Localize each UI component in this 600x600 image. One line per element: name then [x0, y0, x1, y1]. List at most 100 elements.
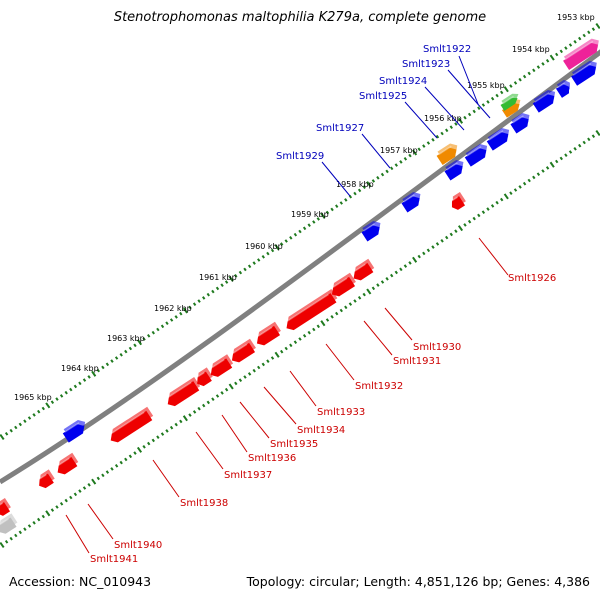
tick-mark	[124, 349, 128, 354]
gene-block[interactable]	[61, 417, 90, 443]
tick-mark	[399, 160, 403, 164]
inner-tick-track	[0, 129, 600, 549]
gene-label-forward[interactable]: Smlt1927	[316, 123, 364, 134]
gene-block[interactable]	[53, 452, 80, 477]
gene-block[interactable]	[192, 367, 214, 388]
tick-mark	[339, 201, 343, 205]
gene-block[interactable]	[447, 191, 467, 212]
tick-mark	[14, 425, 18, 430]
gene-block[interactable]	[400, 189, 425, 213]
tick-mark	[188, 305, 192, 310]
tick-mark	[59, 501, 64, 506]
gene-label-forward[interactable]: Smlt1922	[423, 44, 471, 55]
gene-label-reverse[interactable]: Smlt1932	[355, 381, 403, 392]
gene-label-reverse[interactable]: Smlt1930	[413, 342, 461, 353]
tick-mark	[147, 441, 151, 446]
tick-mark	[518, 185, 522, 189]
tick-mark	[578, 36, 582, 41]
tick-mark	[64, 498, 68, 503]
kbp-label: 1963 kbp	[107, 334, 145, 343]
gene-block[interactable]	[327, 272, 357, 299]
tick-mark	[27, 416, 32, 420]
tick-mark	[23, 419, 27, 424]
gene-block[interactable]	[499, 91, 522, 111]
gene-block[interactable]	[206, 354, 235, 379]
tick-mark	[302, 226, 307, 231]
gene-block[interactable]	[443, 157, 468, 181]
tick-mark	[142, 337, 146, 341]
tick-mark	[431, 245, 435, 249]
gene-label-reverse[interactable]: Smlt1935	[270, 439, 318, 450]
tick-mark	[422, 144, 426, 148]
gene-block[interactable]	[435, 141, 462, 166]
tick-mark	[376, 175, 380, 180]
gene-label-reverse[interactable]: Smlt1940	[114, 540, 162, 551]
gene-block[interactable]	[561, 36, 600, 70]
gene-block[interactable]	[106, 406, 155, 445]
gene-label-reverse[interactable]: Smlt1934	[297, 425, 345, 436]
tick-mark	[394, 270, 398, 275]
gene-label-reverse[interactable]: Smlt1931	[393, 356, 441, 367]
gene-block[interactable]	[34, 469, 56, 490]
gene-label-reverse[interactable]: Smlt1941	[90, 554, 138, 565]
tick-mark	[96, 368, 100, 373]
gene-block[interactable]	[163, 376, 202, 409]
tick-mark	[0, 433, 5, 441]
tick-mark	[228, 275, 234, 282]
tick-mark	[274, 351, 280, 358]
gene-label-reverse[interactable]: Smlt1936	[248, 453, 296, 464]
gene-block[interactable]	[554, 78, 574, 98]
tick-mark	[366, 181, 372, 188]
gene-label-forward[interactable]: Smlt1925	[359, 91, 407, 102]
gene-block[interactable]	[509, 110, 534, 134]
leader-line	[195, 431, 224, 470]
tick-mark	[82, 486, 87, 490]
gene-label-reverse[interactable]: Smlt1933	[317, 407, 365, 418]
tick-mark	[541, 62, 545, 66]
gene-label-reverse[interactable]: Smlt1937	[224, 470, 272, 481]
tick-mark	[284, 239, 288, 243]
tick-mark	[228, 383, 234, 390]
tick-mark	[293, 232, 298, 237]
leader-line	[325, 343, 355, 381]
tick-mark	[105, 470, 110, 474]
tick-mark	[41, 406, 45, 411]
gene-label-reverse[interactable]: Smlt1938	[180, 498, 228, 509]
tick-mark	[559, 156, 563, 161]
tick-mark	[151, 330, 155, 335]
tick-mark	[165, 429, 169, 433]
gene-label-forward[interactable]: Smlt1929	[276, 151, 324, 162]
tick-mark	[568, 150, 573, 154]
gene-block[interactable]	[282, 288, 339, 333]
gene-block[interactable]	[349, 258, 376, 283]
gene-block[interactable]	[0, 513, 19, 536]
gene-block[interactable]	[485, 125, 514, 151]
gene-block[interactable]	[252, 321, 282, 348]
gene-block[interactable]	[227, 338, 257, 365]
tick-mark	[348, 302, 353, 306]
tick-mark	[435, 242, 440, 246]
leader-line	[263, 386, 297, 425]
tick-mark	[128, 346, 133, 351]
tick-mark	[330, 207, 334, 212]
gene-block[interactable]	[569, 58, 600, 86]
tick-mark	[481, 210, 486, 215]
tick-mark	[105, 362, 110, 367]
tick-mark	[133, 343, 137, 348]
gene-block[interactable]	[0, 497, 13, 518]
tick-mark	[573, 39, 577, 44]
tick-mark	[156, 435, 160, 440]
tick-mark	[238, 378, 243, 383]
tick-mark	[500, 90, 504, 95]
tick-mark	[69, 387, 73, 392]
gene-block[interactable]	[463, 141, 492, 167]
gene-block[interactable]	[360, 218, 385, 242]
tick-mark	[339, 308, 343, 313]
gene-label-forward[interactable]: Smlt1924	[379, 76, 427, 87]
gene-label-reverse[interactable]: Smlt1926	[508, 273, 556, 284]
gene-block[interactable]	[531, 87, 560, 113]
tick-mark	[18, 530, 22, 535]
label-leaders	[65, 55, 509, 554]
gene-label-forward[interactable]: Smlt1923	[402, 59, 450, 70]
tick-mark	[477, 106, 481, 111]
